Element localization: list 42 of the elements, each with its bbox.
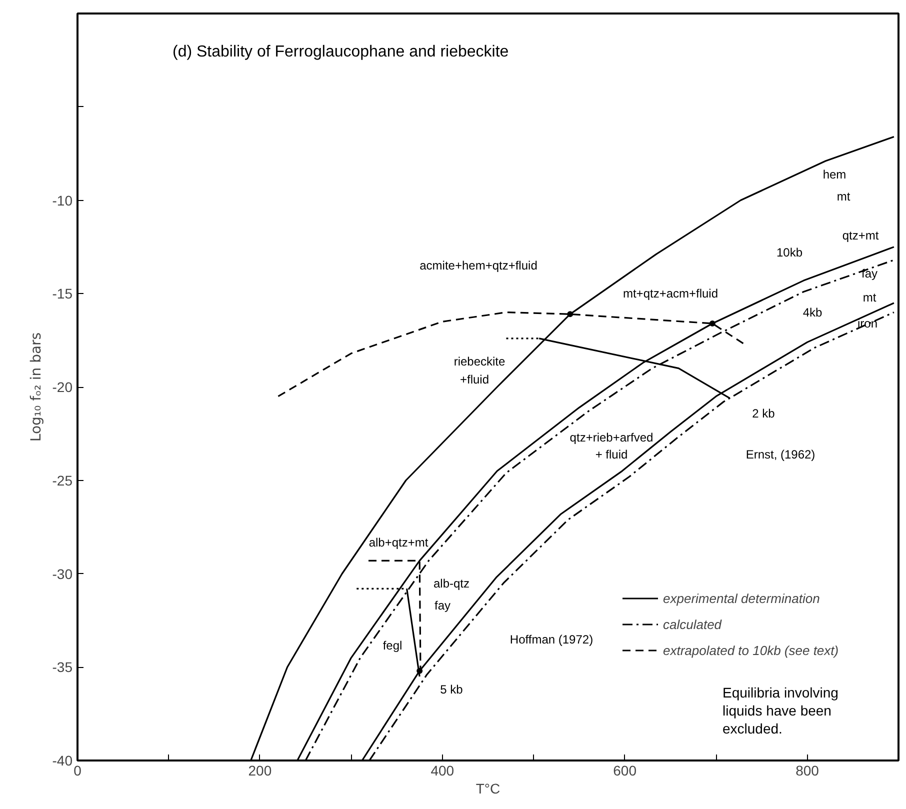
legend-label: experimental determination — [663, 590, 820, 606]
x-tick-label: 800 — [796, 762, 820, 778]
annotation: qtz+mt — [842, 228, 880, 242]
annotation: mt+qtz+acm+fluid — [622, 286, 718, 300]
annotation: + fluid — [595, 448, 628, 462]
annotation: excluded. — [722, 720, 782, 736]
x-tick-label: 200 — [248, 762, 272, 778]
annotation: 4kb — [802, 306, 822, 320]
y-tick-label: -35 — [52, 659, 73, 676]
y-tick-label: -10 — [52, 192, 73, 208]
legend-label: calculated — [663, 616, 722, 632]
annotation: hem — [822, 168, 846, 182]
x-tick-label: 400 — [430, 762, 454, 778]
y-tick-label: -40 — [52, 752, 73, 768]
annotation: acmite+hem+qtz+fluid — [420, 258, 538, 272]
annotation: alb+qtz+mt — [368, 536, 429, 550]
annotation: Equilibria involving — [722, 684, 838, 700]
x-tick-label: 600 — [613, 762, 637, 778]
annotation: fegl — [382, 638, 402, 652]
annotation: riebeckite — [454, 354, 506, 368]
y-axis-title: Log₁₀ fₒ₂ in bars — [28, 332, 44, 442]
x-axis-title: T°C — [476, 780, 500, 796]
annotation: 2 kb — [752, 406, 776, 420]
annotation: liquids have been — [722, 702, 832, 718]
annotation: alb-qtz — [433, 576, 470, 590]
annotation: mt — [836, 190, 851, 204]
y-tick-label: -30 — [52, 566, 73, 582]
annotation: mt — [862, 290, 877, 304]
annotation: fay — [434, 598, 451, 612]
annotation: +fluid — [460, 372, 490, 386]
y-tick-label: -25 — [52, 472, 73, 488]
annotation: fay — [861, 266, 878, 280]
y-tick-label: -15 — [52, 286, 73, 302]
annotation: qtz+rieb+arfved — [570, 430, 654, 444]
annotation: 10kb — [776, 246, 803, 260]
y-tick-label: -20 — [52, 379, 73, 395]
legend-label: extrapolated to 10kb (see text) — [663, 642, 839, 658]
x-tick-label: 0 — [74, 762, 82, 778]
annotation: Ernst, (1962) — [746, 448, 816, 462]
annotation: Hoffman (1972) — [510, 632, 594, 646]
text: (d) Stability of Ferroglaucophane and riebeckite — [172, 44, 509, 60]
annotation: 5 kb — [440, 682, 464, 696]
